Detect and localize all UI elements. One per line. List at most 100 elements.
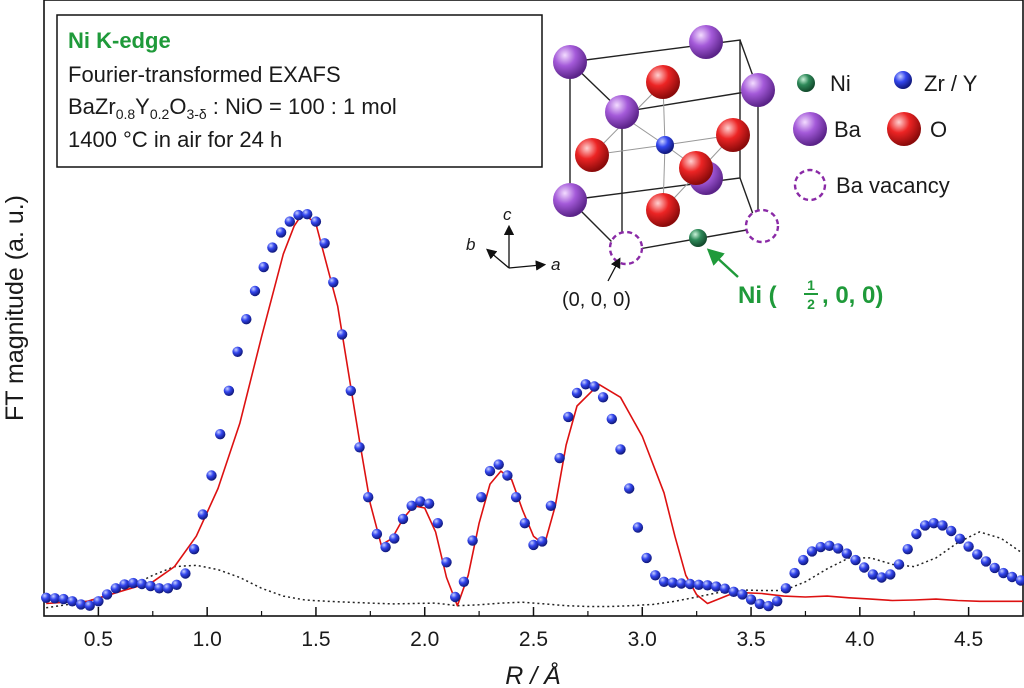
x-tick-label: 4.5 (954, 628, 983, 651)
ba-atom (689, 25, 723, 59)
data-point (537, 536, 548, 547)
data-point (806, 546, 818, 557)
data-point (641, 552, 652, 564)
data-point (293, 209, 304, 221)
data-point (763, 600, 774, 612)
data-point (154, 583, 165, 594)
data-point (580, 379, 591, 390)
data-point (850, 554, 861, 566)
x-tick-label: 2.5 (519, 628, 548, 651)
data-point (180, 568, 191, 579)
data-point (1006, 571, 1018, 583)
data-point (354, 442, 365, 453)
data-point (67, 596, 78, 607)
data-point (371, 528, 383, 540)
data-point (110, 583, 122, 594)
data-point (215, 429, 226, 440)
x-tick-label: 3.5 (736, 628, 765, 651)
data-point (319, 238, 330, 249)
data-point (206, 470, 217, 481)
data-point (876, 572, 887, 583)
data-point (162, 583, 174, 594)
x-tick-label: 4.0 (845, 628, 874, 651)
y-axis-label: FT magnitude (a. u.) (1, 195, 29, 421)
data-point (188, 544, 200, 555)
zr-y-atom (656, 136, 674, 154)
x-tick-label: 1.5 (301, 628, 330, 651)
data-point (49, 593, 61, 604)
data-point (476, 492, 487, 503)
o-atom (646, 193, 680, 227)
series-experiment-blue (41, 209, 1024, 612)
data-point (754, 598, 765, 610)
data-point (389, 533, 400, 544)
key-ba-swatch (793, 112, 827, 146)
data-point (75, 599, 87, 610)
o-atom (646, 65, 680, 99)
data-point (1015, 575, 1024, 586)
fit-line (46, 212, 1023, 607)
data-point (380, 541, 391, 553)
data-point (702, 580, 713, 591)
data-point (597, 392, 609, 403)
key-ni-swatch (797, 74, 815, 92)
data-point (467, 535, 478, 546)
data-point (397, 513, 409, 525)
data-point (885, 569, 896, 580)
axis-a-label: a (551, 255, 560, 274)
legend-line-conditions: 1400 °C in air for 24 h (68, 127, 282, 152)
data-point (711, 581, 722, 592)
x-axis-label: R / Å (505, 660, 561, 688)
data-point (571, 387, 583, 399)
legend-line-edge: Ni K-edge (68, 28, 171, 53)
data-point (963, 541, 974, 552)
key-vacancy-swatch (793, 168, 827, 202)
data-point (41, 592, 52, 603)
data-point (867, 569, 879, 580)
data-point (650, 570, 661, 581)
o-atom (679, 151, 713, 185)
data-point (328, 277, 339, 288)
data-point (232, 346, 243, 357)
ni-atom (689, 229, 707, 247)
data-point (928, 518, 939, 529)
data-point (310, 216, 322, 227)
svg-text:1: 1 (807, 277, 815, 293)
data-point (415, 496, 426, 507)
ba-vacancy-marker (744, 208, 780, 244)
data-point (545, 500, 557, 511)
axis-c-label: c (503, 205, 512, 224)
data-point (728, 586, 739, 597)
data-point (893, 559, 905, 570)
data-point (719, 583, 731, 594)
data-point (502, 470, 513, 481)
axis-b-label: b (466, 235, 475, 254)
data-point (745, 594, 757, 605)
key-o-swatch (887, 112, 921, 146)
data-point (937, 520, 948, 531)
data-point (197, 509, 208, 520)
origin-label: (0, 0, 0) (562, 289, 631, 311)
data-point (919, 520, 931, 531)
data-point (693, 579, 704, 590)
data-point (684, 578, 696, 590)
data-point (980, 556, 992, 567)
data-point (772, 596, 783, 607)
ba-atom (553, 45, 587, 79)
key-ba-label: Ba (834, 117, 862, 142)
ba-atom (605, 95, 639, 129)
data-point (972, 549, 983, 560)
x-tick-label: 1.0 (193, 628, 222, 651)
data-point (841, 548, 852, 559)
data-point (528, 539, 539, 551)
ba-vacancy-marker (608, 230, 644, 266)
data-point (345, 385, 356, 396)
o-atom (716, 118, 750, 152)
data-point (789, 567, 800, 579)
data-point (554, 452, 565, 464)
legend-line-method: Fourier-transformed EXAFS (68, 62, 341, 87)
data-point (624, 483, 635, 494)
data-point (58, 593, 69, 605)
data-point (432, 518, 443, 529)
